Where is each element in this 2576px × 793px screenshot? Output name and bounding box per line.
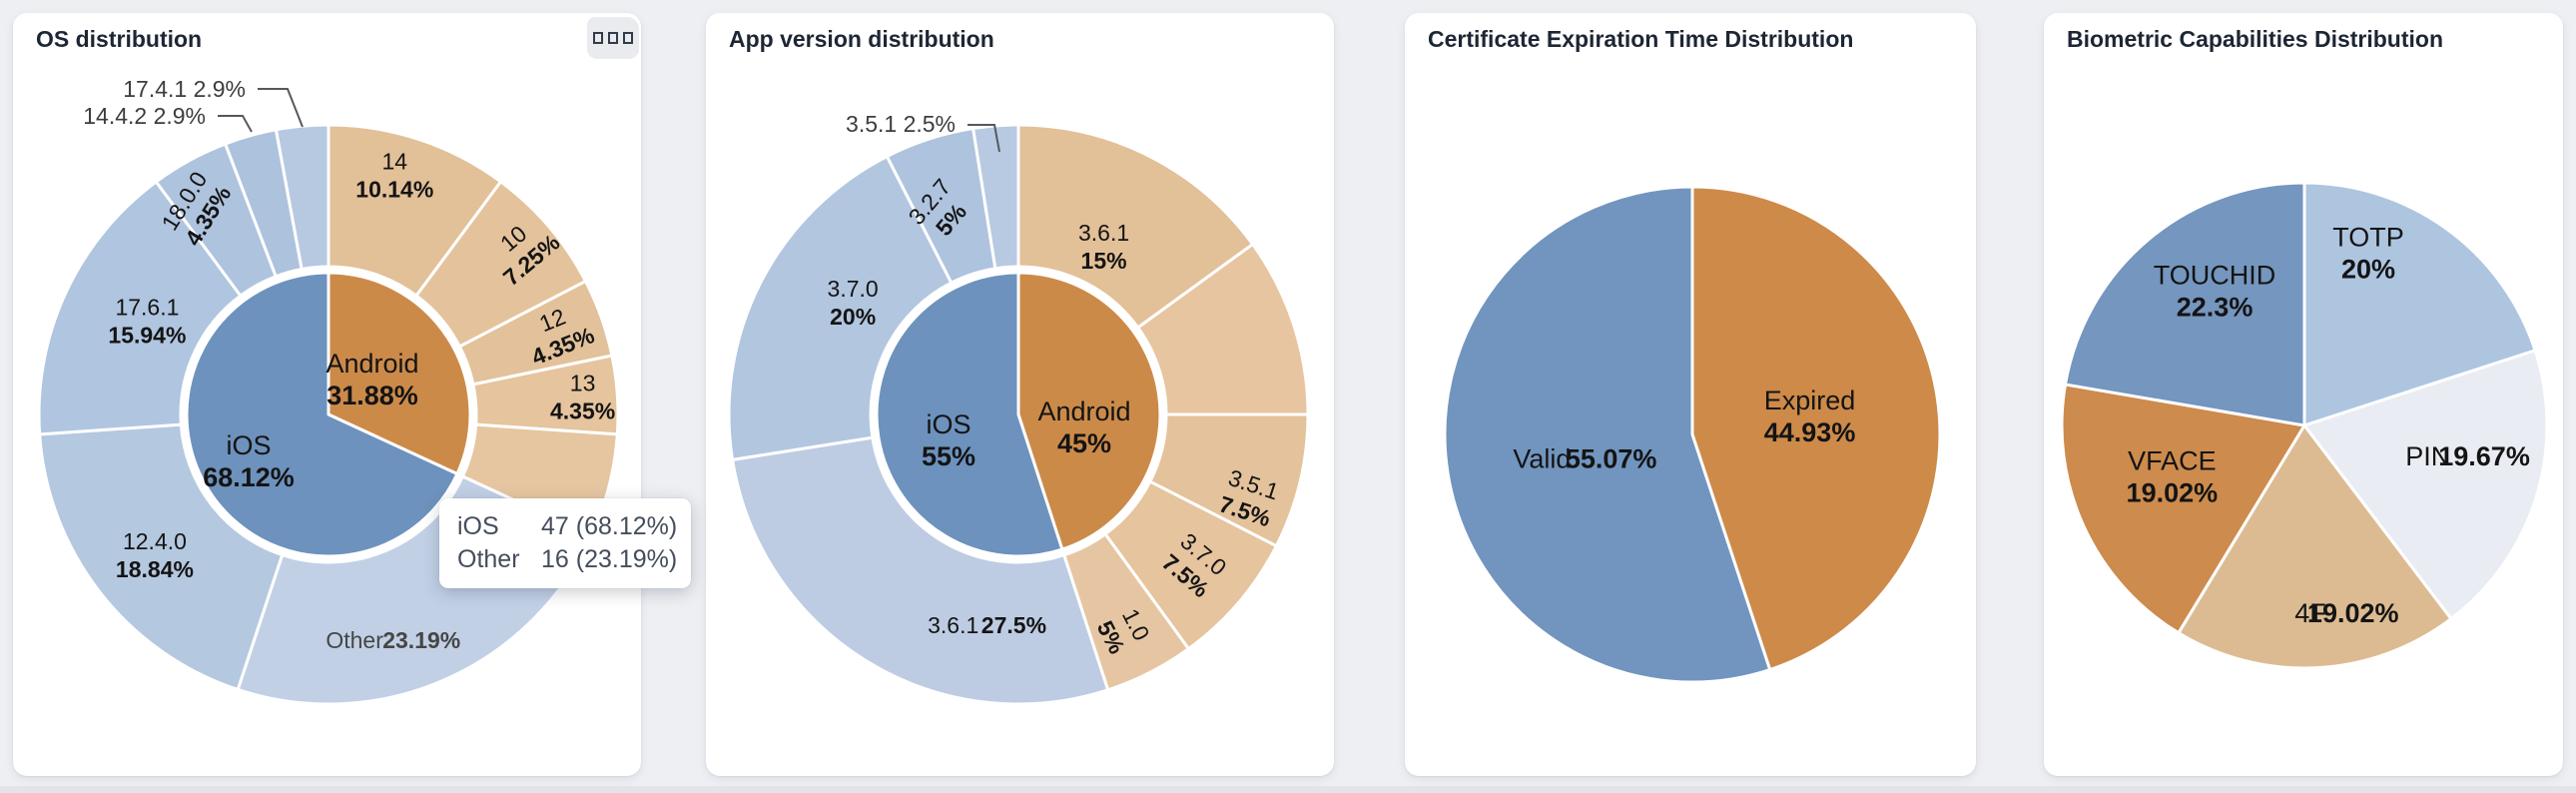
chart-tooltip: iOS 47 (68.12%) Other 16 (23.19%) <box>439 498 691 588</box>
tooltip-series-name: iOS <box>457 512 499 540</box>
page-title: OS distribution <box>36 26 203 52</box>
next-row-edge <box>0 786 2576 793</box>
slice-VFACE[interactable] <box>2060 383 2306 635</box>
tooltip-row: iOS 47 (68.12%) <box>457 510 677 543</box>
slice-iOS[interactable] <box>875 271 1064 558</box>
slice-4F[interactable] <box>2177 423 2453 670</box>
tooltip-series-value: 47 (68.12%) <box>541 512 678 540</box>
slice-12.4.0[interactable] <box>38 422 285 691</box>
page-title: App version distribution <box>729 26 994 52</box>
slice-3.6.1[interactable] <box>731 435 1110 706</box>
tooltip-row: Other 16 (23.19%) <box>457 543 677 576</box>
slice-3.6.1[interactable] <box>1016 123 1255 330</box>
slice-PIN[interactable] <box>2302 349 2549 621</box>
page-title: Certificate Expiration Time Distribution <box>1428 26 1854 52</box>
squares-menu-icon <box>623 32 633 44</box>
slice-TOUCHID[interactable] <box>2063 181 2306 427</box>
page-title: Biometric Capabilities Distribution <box>2067 26 2443 52</box>
slice-Valid[interactable] <box>1443 185 1772 684</box>
slice-Android[interactable] <box>326 271 472 475</box>
slice-17.6.1[interactable] <box>37 180 243 436</box>
tooltip-series-name: Other <box>457 545 520 573</box>
squares-menu-icon <box>593 32 603 44</box>
slice-iOS[interactable] <box>185 271 459 558</box>
slice-Android[interactable] <box>1016 271 1162 551</box>
slice-3.7.0[interactable] <box>727 155 954 461</box>
slice-TOTP[interactable] <box>2302 181 2537 427</box>
squares-menu-icon <box>608 32 618 44</box>
slice-Expired[interactable] <box>1690 185 1942 672</box>
tooltip-series-value: 16 (23.19%) <box>541 545 678 573</box>
card-menu-button[interactable] <box>587 17 639 59</box>
